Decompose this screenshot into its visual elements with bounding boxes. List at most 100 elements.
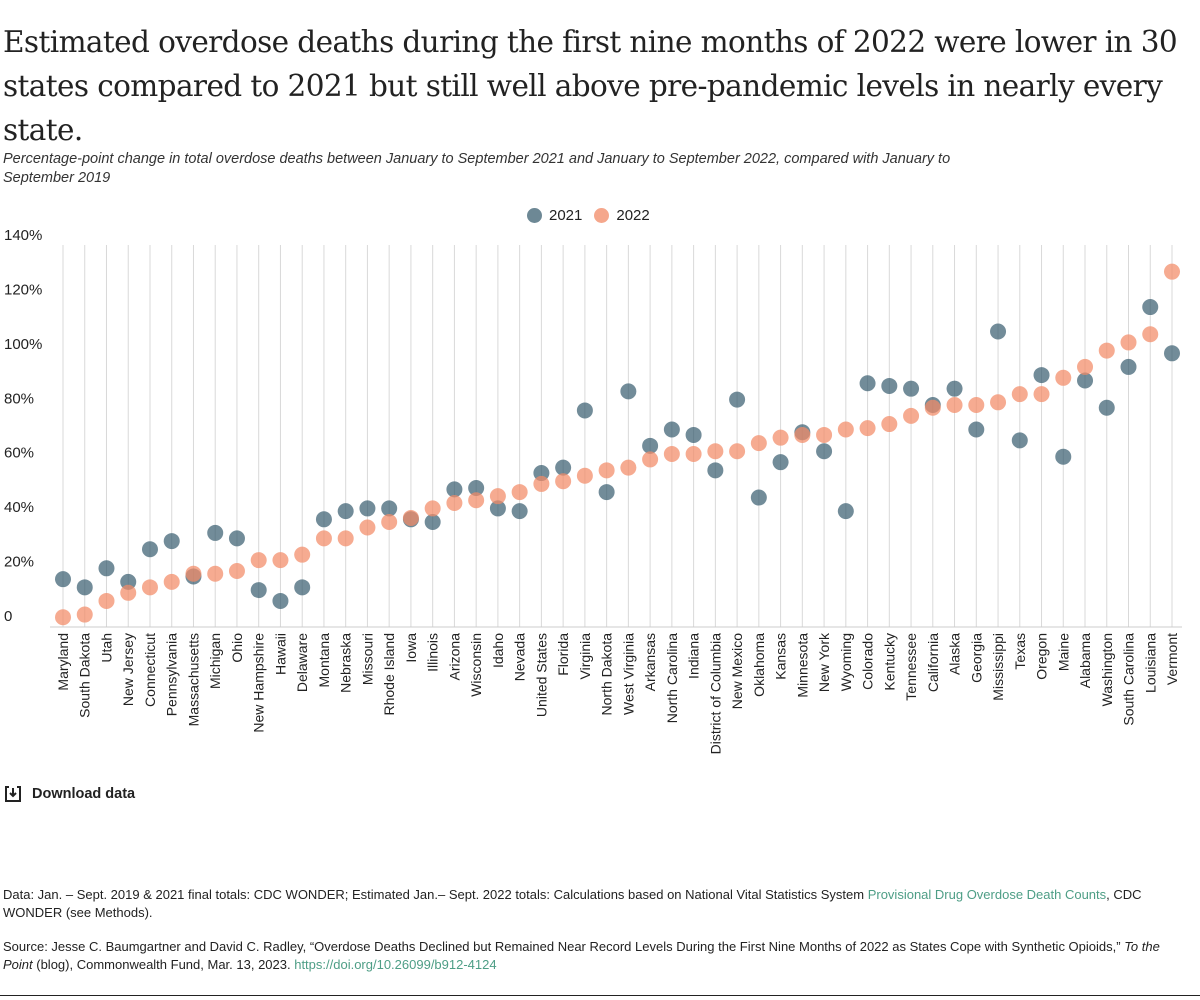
x-tick-label: Oregon — [1034, 633, 1050, 680]
x-tick-label: Maine — [1055, 633, 1071, 671]
dot-2022-texas — [1011, 386, 1028, 403]
legend-item-2022[interactable]: 2022 — [594, 207, 650, 224]
dot-2022-washington — [1098, 342, 1115, 359]
x-tick-label: North Dakota — [599, 633, 615, 716]
dot-2022-louisiana — [1142, 326, 1159, 343]
dot-2022-wyoming — [837, 421, 854, 438]
dot-2021-georgia — [968, 421, 985, 438]
dot-2022-minnesota — [794, 426, 811, 443]
dot-2022-virginia — [576, 467, 593, 484]
x-tick-label: Arizona — [446, 633, 462, 681]
dot-2021-colorado — [859, 375, 876, 392]
dot-2022-california — [924, 399, 941, 416]
dot-2021-south-carolina — [1120, 358, 1137, 375]
doi-link[interactable]: https://doi.org/10.26099/b912-4124 — [294, 957, 497, 972]
dot-2022-pennsylvania — [163, 573, 180, 590]
dot-2022-ohio — [228, 563, 245, 580]
dot-2022-nevada — [511, 484, 528, 501]
dot-2021-new-york — [816, 443, 833, 460]
dot-2022-rhode-island — [381, 514, 398, 531]
x-tick-label: North Carolina — [664, 633, 680, 723]
dot-2021-delaware — [294, 579, 311, 596]
y-tick-label: 120% — [4, 281, 42, 298]
x-tick-label: Florida — [555, 633, 571, 676]
dot-2022-new-mexico — [729, 443, 746, 460]
dot-2021-oregon — [1033, 367, 1050, 384]
x-tick-label: Arkansas — [642, 633, 658, 691]
x-tick-label: Kansas — [773, 633, 789, 680]
x-tick-label: Texas — [1012, 633, 1028, 670]
dot-2022-maine — [1055, 369, 1072, 386]
legend-label-2022: 2022 — [616, 207, 650, 224]
dot-2022-montana — [315, 530, 332, 547]
data-note: Data: Jan. – Sept. 2019 & 2021 final tot… — [3, 886, 1193, 922]
dot-2022-illinois — [424, 500, 441, 517]
dot-2022-district-of-columbia — [707, 443, 724, 460]
dot-2022-delaware — [294, 546, 311, 563]
dot-2021-utah — [98, 560, 115, 577]
x-tick-label: Mississippi — [990, 633, 1006, 701]
dot-2021-hawaii — [272, 592, 289, 609]
dot-2021-indiana — [685, 426, 702, 443]
dot-2021-new-hampshire — [250, 582, 267, 599]
source-note: Source: Jesse C. Baumgartner and David C… — [3, 938, 1193, 974]
dot-2022-maryland — [55, 609, 71, 626]
dot-2022-alabama — [1077, 358, 1094, 375]
dot-2021-vermont — [1164, 345, 1180, 362]
scatter-plot: 0 20% 40% 60% 80% 100% 120% 140% Maryland South D… — [4, 227, 1182, 754]
dot-2022-florida — [555, 473, 572, 490]
dot-2022-tennessee — [903, 407, 920, 424]
dot-2022-alaska — [946, 397, 963, 414]
legend-item-2021[interactable]: 2021 — [527, 207, 582, 224]
dot-2021-wyoming — [837, 503, 854, 520]
x-tick-label: Maryland — [55, 633, 71, 691]
dot-2021-kansas — [772, 454, 789, 471]
x-tick-label: West Virginia — [620, 633, 636, 715]
provisional-counts-link[interactable]: Provisional Drug Overdose Death Counts — [867, 887, 1107, 902]
x-tick-label: Oklahoma — [751, 633, 767, 697]
download-data-button[interactable]: Download data — [4, 785, 135, 803]
x-tick-label: Colorado — [860, 633, 876, 690]
x-tick-label: South Carolina — [1121, 633, 1137, 726]
dot-2021-district-of-columbia — [707, 462, 724, 479]
dot-2021-louisiana — [1142, 299, 1159, 316]
dot-2021-washington — [1098, 399, 1115, 416]
dot-2021-rhode-island — [381, 500, 398, 517]
dot-2022-vermont — [1164, 263, 1180, 280]
data-note-suffix: , CDC WONDER (see Methods). — [3, 887, 1142, 920]
x-tick-label: Georgia — [968, 633, 984, 683]
chart-notes: Data: Jan. – Sept. 2019 & 2021 final tot… — [3, 886, 1193, 990]
x-tick-label: Alabama — [1077, 633, 1093, 688]
data-note-text: Data: Jan. – Sept. 2019 & 2021 final tot… — [3, 887, 868, 902]
dot-2022-utah — [98, 592, 115, 609]
dot-2022-arizona — [446, 494, 463, 511]
x-tick-label: Pennsylvania — [164, 633, 180, 716]
dot-2022-indiana — [685, 445, 702, 462]
dot-2021-north-carolina — [663, 421, 680, 438]
y-tick-label: 20% — [4, 554, 34, 571]
x-tick-label: Wisconsin — [468, 633, 484, 697]
x-tick-label: Washington — [1099, 633, 1115, 706]
dot-2021-arizona — [446, 481, 463, 498]
dot-2021-tennessee — [903, 380, 920, 397]
x-tick-label: Montana — [316, 633, 332, 688]
legend-label-2021: 2021 — [549, 207, 583, 224]
dot-2021-south-dakota — [76, 579, 93, 596]
x-tick-label: Alaska — [947, 633, 963, 675]
dot-2022-georgia — [968, 397, 985, 414]
dot-2022-new-hampshire — [250, 552, 267, 569]
dot-2022-oklahoma — [750, 435, 767, 452]
x-tick-label: Iowa — [403, 633, 419, 663]
dot-2021-michigan — [207, 524, 224, 541]
dot-2022-mississippi — [990, 394, 1007, 411]
y-tick-label: 60% — [4, 445, 34, 462]
dot-2022-united-states — [533, 475, 550, 492]
x-tick-label: Ohio — [229, 633, 245, 663]
x-tick-label: New Jersey — [120, 633, 136, 706]
dot-2022-kansas — [772, 429, 789, 446]
dot-2022-colorado — [859, 420, 876, 437]
x-tick-label: New York — [816, 632, 832, 692]
x-tick-label: United States — [533, 633, 549, 717]
dot-2021-texas — [1011, 432, 1028, 449]
x-tick-label: Louisiana — [1142, 633, 1158, 693]
